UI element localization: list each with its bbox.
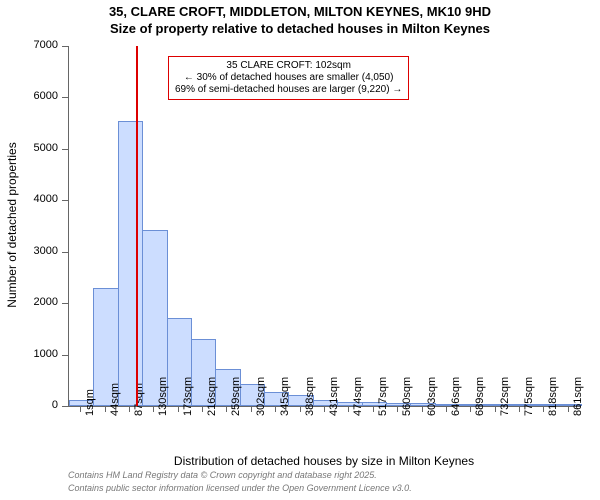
y-tick-label: 5000 [0,142,58,154]
x-tick [202,406,203,412]
footer-line2: Contains public sector information licen… [68,483,412,493]
x-tick-label: 173sqm [182,377,194,416]
x-tick-label: 388sqm [304,377,316,416]
x-tick-label: 818sqm [547,377,559,416]
y-tick [62,97,68,98]
x-tick [129,406,130,412]
footer-line1: Contains HM Land Registry data © Crown c… [68,470,377,480]
x-tick-label: 431sqm [328,377,340,416]
x-tick [105,406,106,412]
x-tick-label: 775sqm [523,377,535,416]
annotation-title: 35 CLARE CROFT: 102sqm [175,60,402,72]
x-tick-label: 302sqm [255,377,267,416]
y-tick-label: 3000 [0,245,58,257]
y-tick [62,149,68,150]
histogram-bar [118,121,143,406]
y-tick [62,46,68,47]
x-tick-label: 517sqm [377,377,389,416]
y-tick [62,303,68,304]
chart-title-line2: Size of property relative to detached ho… [0,21,600,36]
x-tick [300,406,301,412]
x-tick-label: 345sqm [279,377,291,416]
x-tick [543,406,544,412]
y-tick-label: 7000 [0,39,58,51]
x-tick-label: 474sqm [352,377,364,416]
x-tick [324,406,325,412]
x-tick-label: 861sqm [572,377,584,416]
annotation-line2: 69% of semi-detached houses are larger (… [175,84,402,96]
y-tick [62,200,68,201]
y-tick [62,355,68,356]
x-tick [226,406,227,412]
x-tick [422,406,423,412]
y-tick-label: 2000 [0,296,58,308]
x-tick [568,406,569,412]
y-tick-label: 6000 [0,90,58,102]
x-tick [470,406,471,412]
annotation-line1: ← 30% of detached houses are smaller (4,… [175,72,402,84]
x-tick [373,406,374,412]
x-tick-label: 560sqm [401,377,413,416]
y-tick-label: 4000 [0,193,58,205]
y-tick-label: 1000 [0,348,58,360]
y-tick [62,252,68,253]
x-tick-label: 1sqm [84,389,96,416]
x-tick [275,406,276,412]
x-tick-label: 732sqm [499,377,511,416]
x-tick-label: 130sqm [157,377,169,416]
x-tick-label: 603sqm [426,377,438,416]
x-tick [348,406,349,412]
plot-area [68,46,581,407]
x-tick [446,406,447,412]
chart-title-line1: 35, CLARE CROFT, MIDDLETON, MILTON KEYNE… [0,4,600,19]
x-tick [153,406,154,412]
x-tick [80,406,81,412]
y-tick [62,406,68,407]
x-tick-label: 44sqm [109,383,121,416]
x-tick-label: 689sqm [474,377,486,416]
x-tick-label: 216sqm [206,377,218,416]
chart-container: { "title_line1": "35, CLARE CROFT, MIDDL… [0,0,600,500]
y-tick-label: 0 [0,399,58,411]
x-tick-label: 259sqm [230,377,242,416]
x-tick-label: 87sqm [133,383,145,416]
x-tick-label: 646sqm [450,377,462,416]
x-tick [519,406,520,412]
x-axis-label: Distribution of detached houses by size … [68,454,580,468]
x-tick [397,406,398,412]
x-tick [495,406,496,412]
marker-annotation-box: 35 CLARE CROFT: 102sqm ← 30% of detached… [168,56,409,100]
x-tick [178,406,179,412]
property-marker-line [136,46,138,406]
x-tick [251,406,252,412]
